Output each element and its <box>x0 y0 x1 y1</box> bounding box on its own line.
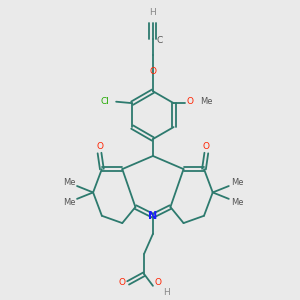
Text: Me: Me <box>63 178 75 187</box>
Text: Cl: Cl <box>101 97 110 106</box>
Text: Me: Me <box>231 178 243 187</box>
Text: Me: Me <box>200 98 212 106</box>
Text: N: N <box>148 211 158 221</box>
Text: Me: Me <box>231 198 243 207</box>
Text: H: H <box>149 8 156 17</box>
Text: O: O <box>154 278 161 287</box>
Text: H: H <box>163 288 170 297</box>
Text: C: C <box>156 36 163 45</box>
Text: O: O <box>187 98 194 106</box>
Text: O: O <box>149 67 156 76</box>
Text: Me: Me <box>63 198 75 207</box>
Text: O: O <box>119 278 126 287</box>
Text: O: O <box>96 142 103 151</box>
Text: O: O <box>203 142 210 151</box>
